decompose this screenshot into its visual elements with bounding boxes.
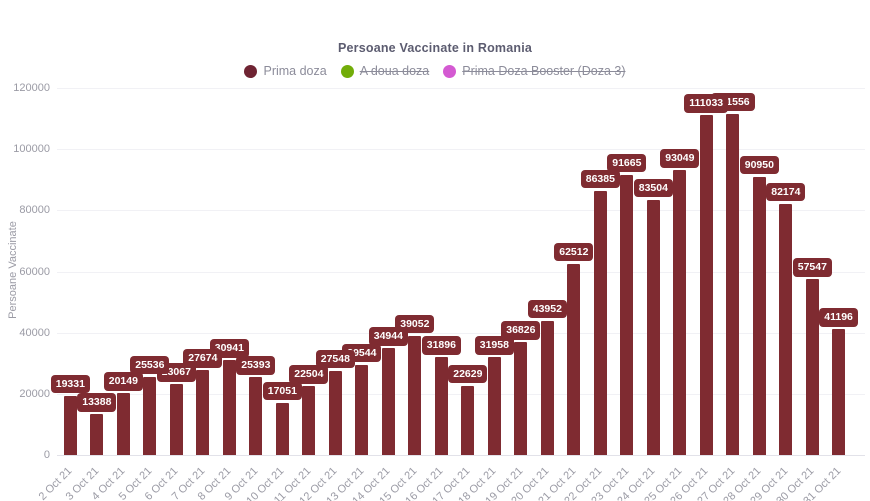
bar-28-oct-21[interactable] [752,176,766,455]
bar-7-oct-21[interactable] [196,370,210,455]
legend-label: Prima Doza Booster (Doza 3) [462,64,626,78]
bar-5-oct-21[interactable] [143,376,157,455]
gridline [57,149,865,151]
bar-value-label: 43952 [527,299,567,319]
bar-26-oct-21[interactable] [699,115,713,455]
gridline [57,393,865,395]
bar-20-oct-21[interactable] [540,320,554,455]
bar-4-oct-21[interactable] [116,393,130,455]
gridline [57,332,865,334]
y-axis-tick-label: 20000 [19,387,50,400]
bar-value-label: 31896 [421,336,461,355]
bar-31-oct-21[interactable] [832,329,846,455]
legend-dot-icon [340,64,354,78]
bar-value-label: 36826 [501,321,541,340]
bar-8-oct-21[interactable] [222,360,236,455]
bar-value-label: 82174 [766,182,806,202]
legend-item-2[interactable]: Prima Doza Booster (Doza 3) [443,64,626,78]
legend-dot-icon [244,64,258,78]
bar-value-label: 22504 [289,365,329,384]
bar-6-oct-21[interactable] [169,384,183,455]
legend-item-1[interactable]: A doua doza [340,64,430,78]
legend-item-0[interactable]: Prima doza [244,64,327,78]
bar-22-oct-21[interactable] [593,190,607,455]
bar-12-oct-21[interactable] [328,370,342,455]
bar-15-oct-21[interactable] [408,335,422,455]
bar-value-label: 25536 [130,355,170,375]
bar-13-oct-21[interactable] [355,364,369,455]
x-axis-line [57,455,865,456]
chart-title: Persoane Vaccinate in Romania [337,41,533,55]
bar-value-label: 19331 [50,374,90,394]
bar-value-label: 62512 [554,242,594,262]
y-axis-tick-label: 0 [43,449,50,461]
y-axis-tick-label: 80000 [19,204,50,217]
bar-value-label: 93049 [660,149,700,168]
bar-value-label: 34944 [368,327,408,346]
bar-25-oct-21[interactable] [673,170,687,455]
bar-value-label: 111033 [684,94,729,113]
bar-23-oct-21[interactable] [620,174,634,455]
bar-9-oct-21[interactable] [249,377,263,455]
bar-value-label: 27674 [183,349,223,368]
bar-27-oct-21[interactable] [726,113,740,455]
bar-value-label: 20149 [103,372,143,391]
bar-19-oct-21[interactable] [514,342,528,455]
bar-10-oct-21[interactable] [275,402,289,455]
bar-3-oct-21[interactable] [90,414,104,455]
bar-14-oct-21[interactable] [381,348,395,455]
bar-2-oct-21[interactable] [63,395,77,455]
bar-value-label: 27548 [315,349,355,369]
bar-value-label: 86385 [580,169,620,189]
legend-dot-icon [443,64,457,78]
bar-29-oct-21[interactable] [779,203,793,455]
bar-value-label: 57547 [792,258,832,277]
bar-18-oct-21[interactable] [487,357,501,455]
bar-value-label: 13388 [77,393,117,412]
legend-label: A doua doza [359,64,430,78]
y-axis-tick-label: 40000 [19,326,50,339]
bar-11-oct-21[interactable] [302,386,316,455]
bar-value-label: 91665 [607,153,647,173]
bar-16-oct-21[interactable] [434,357,448,455]
gridline [57,271,865,273]
gridline [57,88,865,89]
bar-17-oct-21[interactable] [461,385,475,455]
bar-value-label: 25393 [236,356,276,375]
chart-legend: Prima doza A doua doza Prima Doza Booster … [0,64,870,78]
y-axis-tick-label: 60000 [19,265,50,278]
bar-value-label: 31958 [474,336,514,355]
bar-30-oct-21[interactable] [805,279,819,455]
y-axis-tick-label: 100000 [13,143,50,156]
gridline [57,210,865,212]
bar-value-label: 17051 [262,381,302,401]
legend-label: Prima doza [263,64,327,78]
bar-21-oct-21[interactable] [567,263,581,455]
bar-value-label: 83504 [633,178,673,198]
y-axis-tick-label: 120000 [13,82,50,94]
bar-24-oct-21[interactable] [646,199,660,455]
bar-value-label: 90950 [739,155,779,175]
bar-value-label: 41196 [819,308,858,327]
bar-value-label: 22629 [448,364,488,384]
